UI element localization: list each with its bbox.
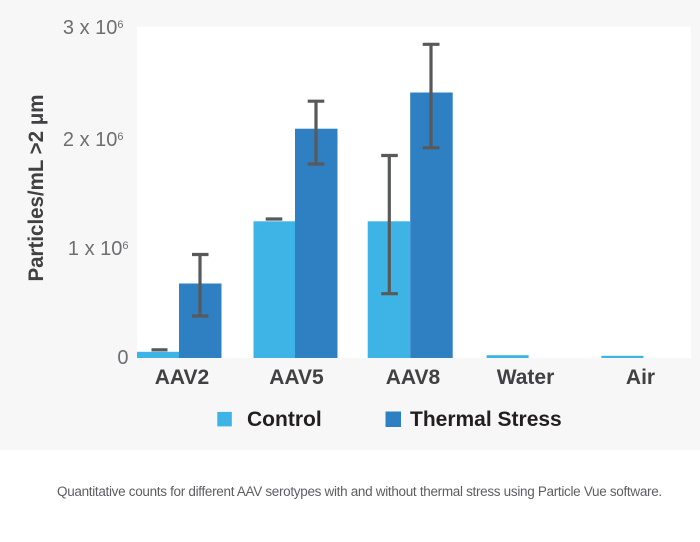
svg-text:AAV8: AAV8 xyxy=(386,366,441,389)
svg-text:0: 0 xyxy=(117,347,128,369)
svg-text:Thermal Stress: Thermal Stress xyxy=(410,408,562,431)
svg-text:3 x 106: 3 x 106 xyxy=(63,17,124,39)
svg-text:Air: Air xyxy=(626,366,655,389)
svg-text:AAV5: AAV5 xyxy=(269,366,324,389)
svg-text:Water: Water xyxy=(497,366,555,389)
svg-text:1 x 106: 1 x 106 xyxy=(68,238,129,260)
svg-text:2 x 106: 2 x 106 xyxy=(63,129,124,151)
svg-text:Control: Control xyxy=(247,408,322,431)
svg-text:Particles/mL >2 μm: Particles/mL >2 μm xyxy=(25,95,48,282)
svg-text:AAV2: AAV2 xyxy=(155,366,209,389)
